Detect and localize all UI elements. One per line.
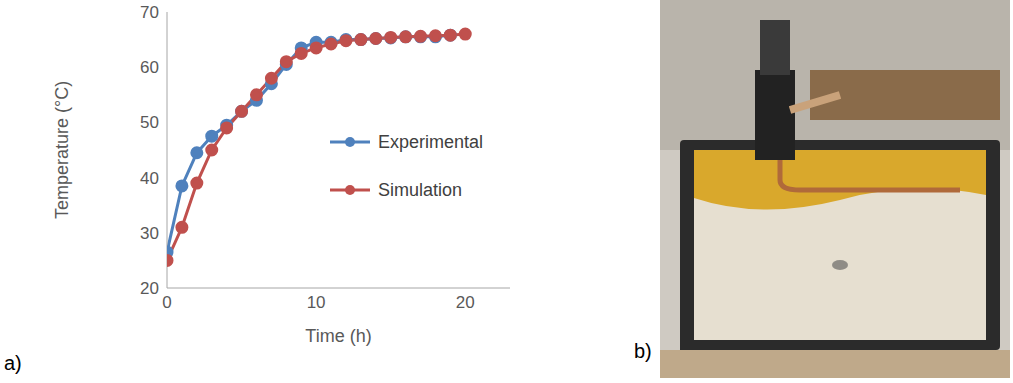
svg-text:10: 10 — [307, 293, 326, 312]
svg-text:20: 20 — [456, 293, 475, 312]
svg-text:70: 70 — [140, 3, 159, 22]
html-text:b): b) — [634, 340, 652, 362]
svg-text:20: 20 — [140, 279, 159, 298]
svg-text:60: 60 — [140, 58, 159, 77]
svg-text:40: 40 — [140, 169, 159, 188]
html-text:Simulation: Simulation — [378, 179, 462, 200]
svg-text:30: 30 — [140, 224, 159, 243]
svg-text:50: 50 — [140, 113, 159, 132]
svg-text:0: 0 — [162, 293, 171, 312]
svg-text:Temperature (°C): Temperature (°C) — [52, 81, 72, 219]
html-text:a): a) — [4, 352, 22, 374]
html-text:Experimental: Experimental — [378, 131, 483, 152]
svg-text:Time (h): Time (h) — [305, 326, 371, 346]
